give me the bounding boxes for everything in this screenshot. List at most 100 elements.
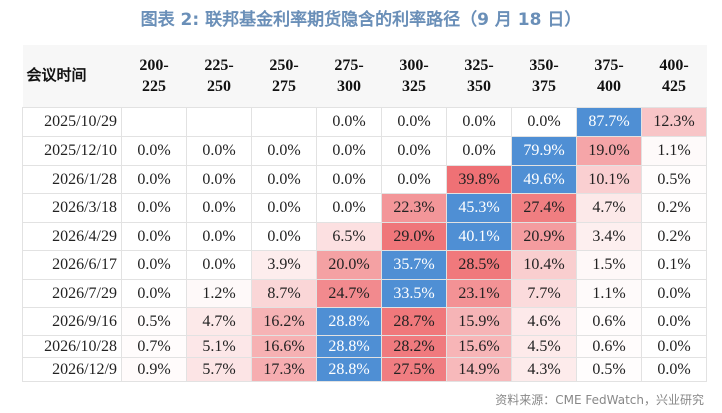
header-range: 375- 400 — [576, 45, 642, 108]
header-range-part: 425 — [662, 78, 686, 95]
probability-cell: 27.4% — [511, 193, 577, 223]
header-meeting-date: 会议时间 — [22, 45, 122, 108]
probability-cell: 8.7% — [251, 279, 317, 308]
probability-cell: 23.1% — [446, 279, 512, 308]
probability-cell: 28.7% — [381, 307, 447, 336]
probability-cell: 28.2% — [381, 335, 447, 358]
probability-cell: 40.1% — [446, 222, 512, 251]
probability-cell: 14.9% — [446, 357, 512, 382]
probability-cell: 0.0% — [446, 107, 512, 137]
probability-cell: 19.0% — [576, 136, 642, 166]
table-row: 2026/9/16 0.5% 4.7% 16.2% 28.8% 28.7% 15.9% 4.6… — [22, 307, 707, 336]
probability-cell: 0.7% — [121, 335, 187, 358]
source-note: 资料来源：CME FedWatch，兴业研究 — [495, 393, 704, 407]
probability-cell: 0.0% — [121, 279, 187, 308]
probability-cell: 22.3% — [381, 193, 447, 223]
probability-cell: 0.2% — [641, 222, 707, 251]
probability-cell: 0.0% — [251, 222, 317, 251]
meeting-date: 2026/4/29 — [22, 222, 122, 251]
header-range-part: 400- — [659, 57, 689, 74]
meeting-date: 2025/10/29 — [22, 107, 122, 137]
probability-cell: 4.7% — [186, 307, 252, 336]
probability-cell: 0.0% — [186, 222, 252, 251]
probability-cell: 0.5% — [576, 357, 642, 382]
probability-cell: 0.2% — [641, 193, 707, 223]
probability-cell: 28.8% — [316, 307, 382, 336]
header-range-part: 225- — [204, 57, 234, 74]
probability-cell: 0.0% — [381, 165, 447, 194]
meeting-date: 2026/12/9 — [22, 357, 122, 382]
probability-cell: 5.1% — [186, 335, 252, 358]
probability-cell: 49.6% — [511, 165, 577, 194]
meeting-date: 2026/1/28 — [22, 165, 122, 194]
probability-cell: 15.6% — [446, 335, 512, 358]
meeting-date: 2026/9/16 — [22, 307, 122, 336]
header-range: 300- 325 — [381, 45, 447, 108]
header-range-part: 250 — [207, 78, 231, 95]
probability-cell: 0.0% — [121, 136, 187, 166]
probability-cell: 0.0% — [251, 165, 317, 194]
header-range: 225- 250 — [186, 45, 252, 108]
header-range-part: 300- — [399, 57, 429, 74]
probability-cell: 4.7% — [576, 193, 642, 223]
rate-probability-table: 会议时间 200- 225 225- 250 250- 275 275- 300 300- 325… — [22, 45, 707, 382]
header-range: 325- 350 — [446, 45, 512, 108]
probability-cell: 4.6% — [511, 307, 577, 336]
probability-cell: 3.4% — [576, 222, 642, 251]
table-row: 2026/3/18 0.0% 0.0% 0.0% 0.0% 22.3% 45.3% 27.4%… — [22, 193, 707, 223]
probability-cell: 16.6% — [251, 335, 317, 358]
probability-cell: 15.9% — [446, 307, 512, 336]
probability-cell: 0.0% — [316, 136, 382, 166]
probability-cell: 0.0% — [446, 136, 512, 166]
header-range-part: 300 — [337, 78, 361, 95]
header-range-part: 275 — [272, 78, 296, 95]
header-range-part: 350- — [529, 57, 559, 74]
probability-cell: 1.1% — [641, 136, 707, 166]
probability-cell: 0.0% — [316, 193, 382, 223]
probability-cell: 0.0% — [381, 107, 447, 137]
probability-cell: 7.7% — [511, 279, 577, 308]
probability-cell: 3.9% — [251, 250, 317, 280]
header-range: 400- 425 — [641, 45, 707, 108]
probability-cell: 39.8% — [446, 165, 512, 194]
probability-cell: 0.0% — [641, 279, 707, 308]
probability-cell: 0.0% — [641, 335, 707, 358]
probability-cell: 0.0% — [121, 250, 187, 280]
table-row: 2026/10/28 0.7% 5.1% 16.6% 28.8% 28.2% 15.6% 4.… — [22, 335, 707, 358]
probability-cell: 28.5% — [446, 250, 512, 280]
meeting-date: 2026/7/29 — [22, 279, 122, 308]
table-row: 2026/4/29 0.0% 0.0% 0.0% 6.5% 29.0% 40.1% 20.9%… — [22, 222, 707, 251]
header-range-part: 325 — [402, 78, 426, 95]
probability-cell: 12.3% — [641, 107, 707, 137]
table-header-row: 会议时间 200- 225 225- 250 250- 275 275- 300 300- 325… — [22, 45, 707, 108]
probability-cell: 0.0% — [641, 307, 707, 336]
probability-cell: 0.9% — [121, 357, 187, 382]
probability-cell: 10.4% — [511, 250, 577, 280]
probability-cell: 1.2% — [186, 279, 252, 308]
table-row: 2026/6/17 0.0% 0.0% 3.9% 20.0% 35.7% 28.5% 10.4… — [22, 250, 707, 280]
probability-cell: 45.3% — [446, 193, 512, 223]
header-range-part: 350 — [467, 78, 491, 95]
probability-cell: 0.6% — [576, 335, 642, 358]
table-row: 2025/10/29 0.0% 0.0% 0.0% 0.0% 87.7% 12.3% — [22, 107, 707, 137]
header-range-part: 225 — [142, 78, 166, 95]
probability-cell: 29.0% — [381, 222, 447, 251]
probability-cell: 0.0% — [121, 222, 187, 251]
probability-cell: 0.0% — [186, 193, 252, 223]
header-range: 275- 300 — [316, 45, 382, 108]
table-row: 2026/7/29 0.0% 1.2% 8.7% 24.7% 33.5% 23.1% 7.7%… — [22, 279, 707, 308]
meeting-date: 2026/3/18 — [22, 193, 122, 223]
probability-cell: 0.1% — [641, 250, 707, 280]
meeting-date: 2026/6/17 — [22, 250, 122, 280]
probability-cell: 33.5% — [381, 279, 447, 308]
probability-cell: 0.0% — [316, 107, 382, 137]
probability-cell: 0.0% — [381, 136, 447, 166]
probability-cell: 87.7% — [576, 107, 642, 137]
header-range: 350- 375 — [511, 45, 577, 108]
probability-cell: 28.8% — [316, 335, 382, 358]
probability-cell: 79.9% — [511, 136, 577, 166]
probability-cell: 16.2% — [251, 307, 317, 336]
table-row: 2026/1/28 0.0% 0.0% 0.0% 0.0% 0.0% 39.8% 49.6% 1… — [22, 165, 707, 194]
figure-title: 图表 2: 联邦基金利率期货隐含的利率路径（9 月 18 日） — [140, 10, 582, 30]
probability-cell: 0.0% — [511, 107, 577, 137]
